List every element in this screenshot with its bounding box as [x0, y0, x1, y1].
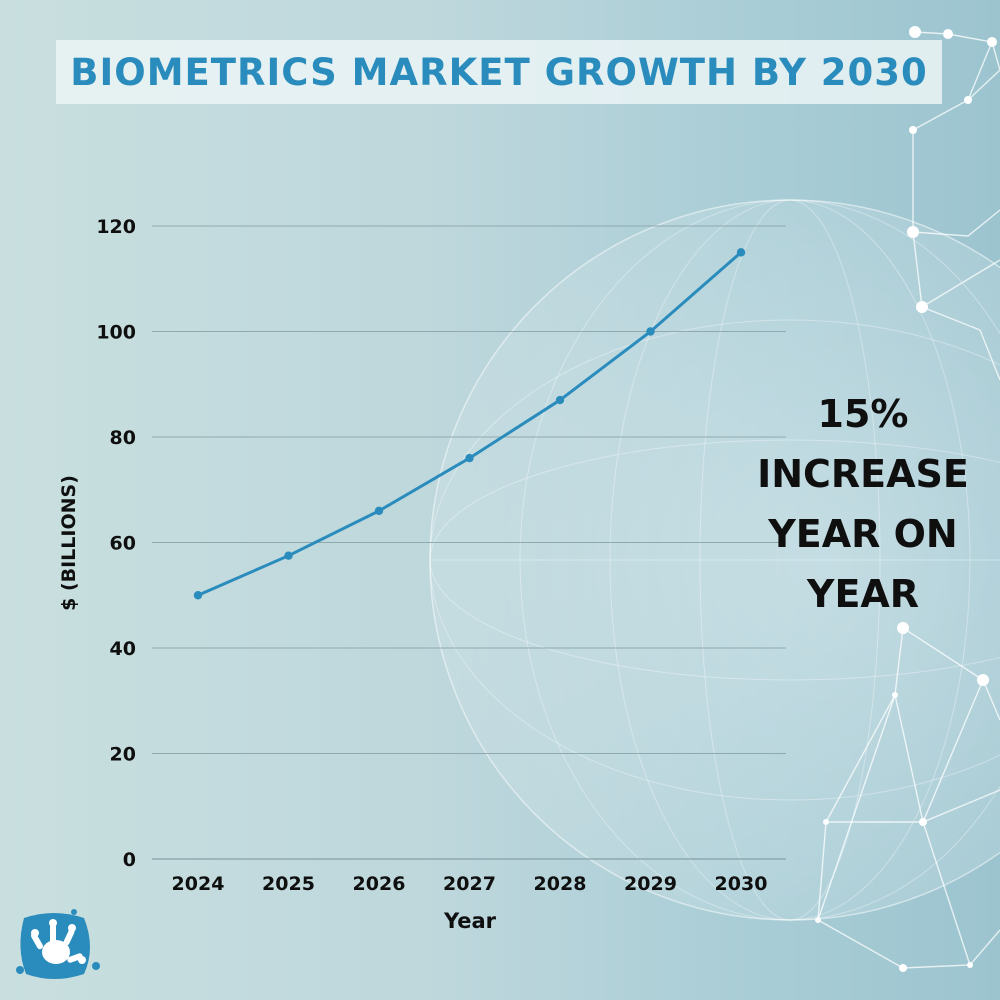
data-point: [193, 591, 203, 600]
chart-title: BIOMETRICS MARKET GROWTH BY 2030: [70, 50, 928, 94]
x-tick-label: 2025: [262, 873, 315, 895]
x-tick-label: 2024: [172, 873, 225, 895]
globe-meridians: [429, 199, 1000, 921]
y-tick-label: 0: [123, 849, 136, 871]
data-point: [736, 248, 746, 257]
callout-line-3: YEAR ON: [768, 512, 958, 556]
y-tick-label: 40: [110, 638, 136, 660]
series-line: [196, 250, 743, 597]
data-point: [284, 551, 293, 560]
x-tick-label: 2028: [534, 873, 587, 895]
y-axis-label: $ (BILLIONS): [58, 475, 80, 611]
x-tick-labels: 2024 2025 2026 2027 2028 2029 2030: [172, 873, 768, 895]
y-tick-label: 20: [110, 744, 136, 766]
x-tick-label: 2026: [353, 873, 406, 895]
y-tick-labels: 0 20 40 60 80 100 120: [96, 216, 136, 871]
data-point: [646, 327, 655, 336]
data-point: [465, 453, 474, 463]
title-banner: BIOMETRICS MARKET GROWTH BY 2030: [56, 40, 942, 104]
gecko-hand-logo-icon: [16, 909, 100, 979]
y-tick-label: 120: [96, 216, 136, 238]
series-layer: [193, 248, 746, 600]
y-tick-label: 100: [96, 322, 136, 344]
grid-lines: [152, 225, 786, 860]
callout-line-1: 15%: [817, 392, 909, 436]
callout-line-4: YEAR: [806, 572, 920, 616]
x-tick-label: 2029: [624, 873, 677, 895]
growth-callout: 15% INCREASE YEAR ON YEAR: [740, 384, 986, 624]
data-point: [374, 506, 384, 516]
callout-line-2: INCREASE: [757, 452, 969, 496]
y-tick-label: 80: [110, 427, 136, 449]
data-point: [555, 395, 565, 405]
network-nodes: [815, 26, 997, 972]
x-axis-label: Year: [443, 909, 497, 933]
globe-shape: [429, 199, 1000, 921]
y-tick-label: 60: [110, 533, 136, 555]
x-tick-label: 2027: [443, 873, 496, 895]
x-tick-label: 2030: [715, 873, 768, 895]
